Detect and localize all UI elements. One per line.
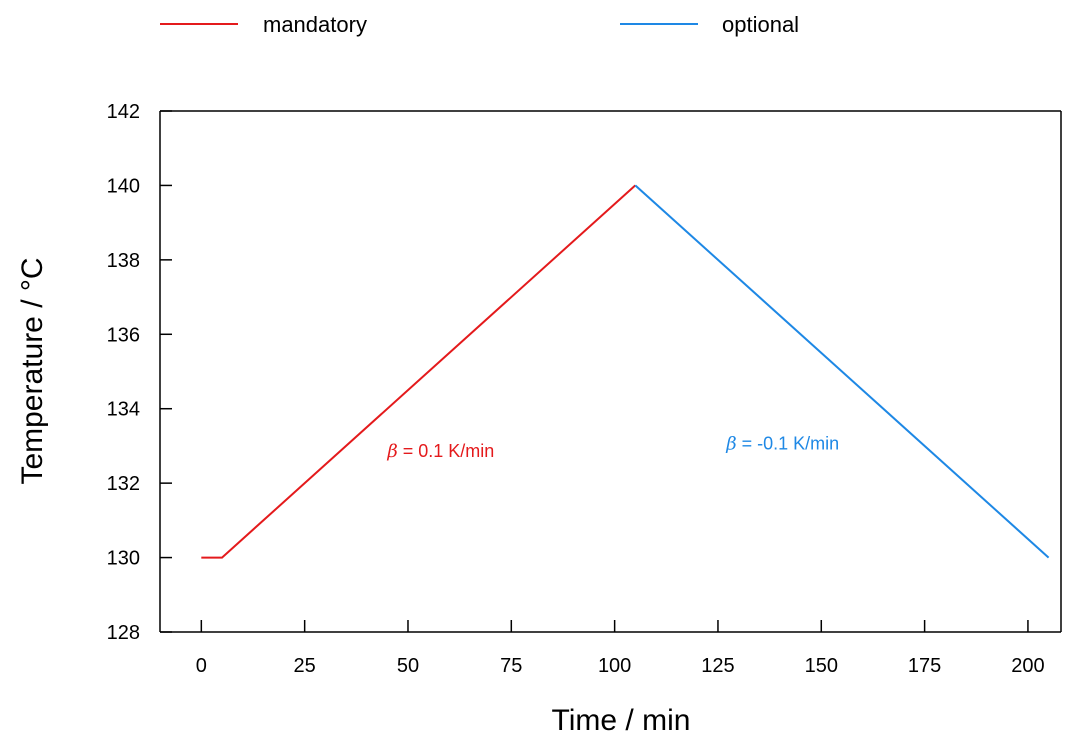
series-line-optional <box>634 184 1050 559</box>
annotation-rate-2: β = -0.1 K/min <box>725 434 839 455</box>
legend-label-mandatory: mandatory <box>263 12 367 37</box>
x-tick-label: 25 <box>294 655 316 677</box>
y-tick-label: 132 <box>107 473 140 495</box>
series-line-mandatory <box>201 184 636 559</box>
y-tick-label: 130 <box>107 548 140 570</box>
x-axis: 0 25 50 75 100 125 150 175 200 <box>196 620 1045 677</box>
x-tick-label: 175 <box>908 655 941 677</box>
y-tick-label: 134 <box>107 399 140 421</box>
x-tick-label: 200 <box>1011 655 1044 677</box>
y-axis: 128 130 132 134 136 138 140 142 <box>107 101 172 644</box>
x-tick-label: 100 <box>598 655 631 677</box>
y-tick-label: 142 <box>107 101 140 123</box>
y-tick-label: 140 <box>107 175 140 197</box>
series-lines <box>201 184 1050 559</box>
x-tick-label: 125 <box>701 655 734 677</box>
legend-label-optional: optional <box>722 12 799 37</box>
annotation-rate-1: β = 0.1 K/min <box>386 441 494 462</box>
x-tick-label: 75 <box>500 655 522 677</box>
x-tick-label: 150 <box>805 655 838 677</box>
y-tick-label: 136 <box>107 324 140 346</box>
y-tick-label: 128 <box>107 622 140 644</box>
x-tick-label: 50 <box>397 655 419 677</box>
x-axis-title: Time / min <box>552 704 691 734</box>
annotations: β = 0.1 K/min β = -0.1 K/min <box>386 434 839 462</box>
y-axis-title: Temperature / °C <box>16 257 49 484</box>
y-tick-label: 138 <box>107 250 140 272</box>
plot-frame <box>159 110 1062 633</box>
legend: mandatory optional <box>160 12 799 37</box>
x-tick-label: 0 <box>196 655 207 677</box>
